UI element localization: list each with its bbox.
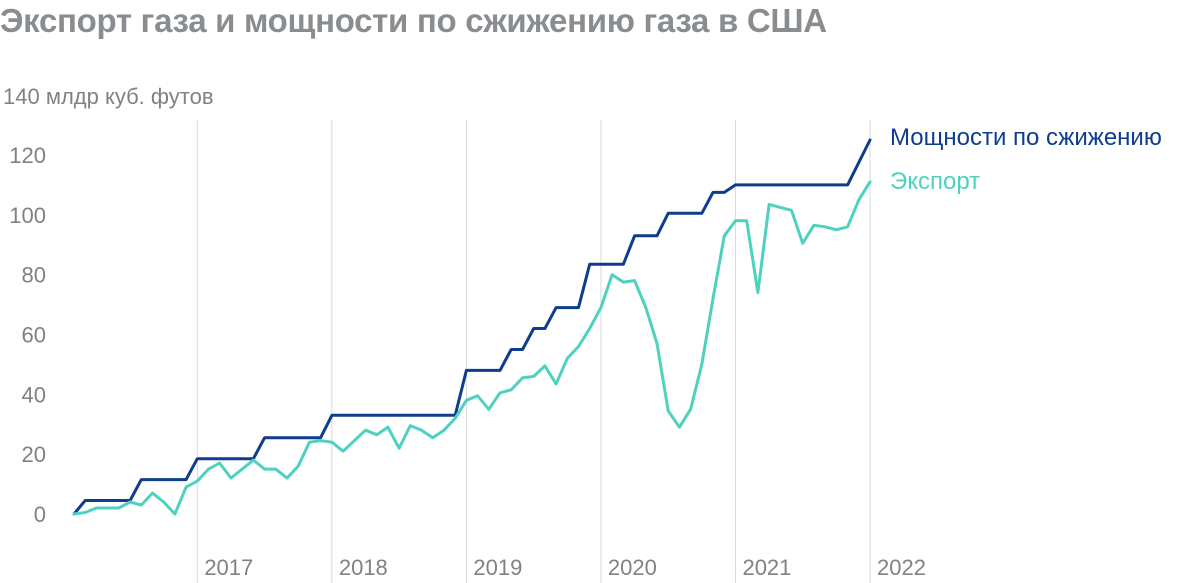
y-tick-label: 40 [22, 382, 46, 407]
y-tick-label: 20 [22, 442, 46, 467]
y-tick-label: 0 [34, 502, 46, 527]
series-line-capacity [72, 138, 872, 516]
series-line-export [72, 180, 872, 516]
y-tick-label: 60 [22, 323, 46, 348]
y-tick-label: 100 [9, 203, 46, 228]
legend-label-export: Экспорт [890, 168, 980, 195]
x-tick-label: 2017 [204, 555, 253, 580]
x-tick-label: 2021 [742, 555, 791, 580]
y-tick-label: 80 [22, 263, 46, 288]
y-unit-label: 140 млдр куб. футов [3, 84, 214, 109]
x-tick-label: 2018 [339, 555, 388, 580]
legend-label-capacity: Мощности по сжижению [890, 124, 1162, 151]
x-tick-label: 2019 [473, 555, 522, 580]
y-tick-label: 120 [9, 143, 46, 168]
chart-title: Экспорт газа и мощности по сжижению газа… [0, 2, 827, 39]
x-tick-label: 2022 [877, 555, 926, 580]
x-tick-label: 2020 [608, 555, 657, 580]
